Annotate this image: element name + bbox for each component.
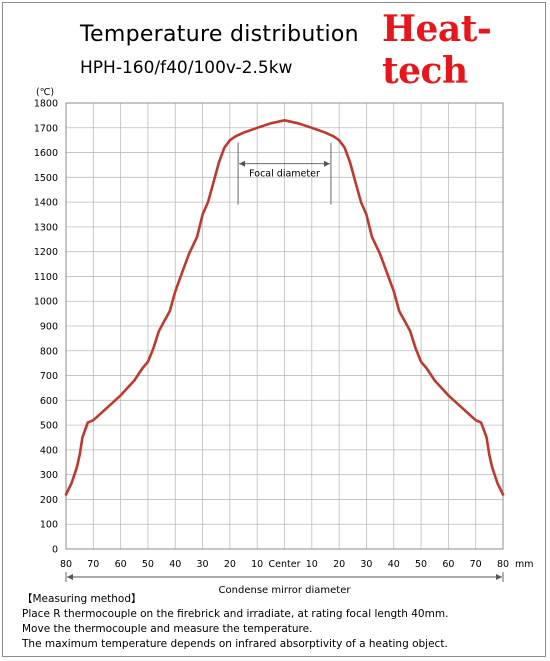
y-tick-label: 1200 [34, 247, 58, 258]
x-tick-label: 10 [306, 559, 318, 570]
series-layer [64, 119, 505, 496]
y-tick-label: 1100 [34, 272, 58, 283]
notes-line: Place R thermocouple on the firebrick an… [22, 608, 449, 620]
x-tick-label: 70 [87, 559, 99, 570]
x-tick-label: 40 [169, 559, 181, 570]
annotation-layer: Focal diameter Condense mirror diameter [65, 142, 504, 596]
y-tick-label: 900 [40, 322, 58, 333]
brand-logo: Heat-tech [382, 8, 492, 92]
plot-border [65, 102, 504, 550]
mirror-arrow-right [496, 574, 502, 580]
y-tick-label: 400 [40, 445, 58, 456]
x-axis-label: Condense mirror diameter [219, 585, 352, 596]
y-tick-label: 1600 [34, 148, 58, 159]
notes-line: Move the thermocouple and measure the te… [22, 623, 313, 635]
y-tick-label: 200 [40, 495, 58, 506]
y-tick-label: 1300 [34, 222, 58, 233]
x-tick-label: 80 [60, 559, 72, 570]
x-tick-label: 60 [115, 559, 127, 570]
x-tick-label: 30 [197, 559, 209, 570]
x-tick-label: 50 [142, 559, 154, 570]
y-tick-label: 1700 [34, 123, 58, 134]
focal-arrow-left [239, 160, 246, 167]
y-tick-label: 1800 [34, 99, 58, 110]
y-tick-label: 500 [40, 421, 58, 432]
y-tick-label: 1000 [34, 297, 58, 308]
x-tick-label: 20 [224, 559, 236, 570]
chart-title: Temperature distribution [80, 22, 359, 47]
y-tick-label: 300 [40, 470, 58, 481]
y-tick-label: 1500 [34, 173, 58, 184]
x-tick-label: 60 [442, 559, 454, 570]
measuring-notes: 【Measuring method】 Place R thermocouple … [22, 592, 448, 652]
focal-diameter-label: Focal diameter [249, 168, 320, 179]
y-tick-label: 1400 [34, 198, 58, 209]
x-tick-label: 50 [415, 559, 427, 570]
notes-line: The maximum temperature depends on infra… [22, 638, 448, 650]
y-tick-label: 600 [40, 396, 58, 407]
x-tick-label: 30 [360, 559, 372, 570]
x-tick-label: 70 [470, 559, 482, 570]
focal-arrow-right [323, 160, 330, 167]
y-tick-label: 100 [40, 520, 58, 531]
x-unit-label: mm [515, 559, 534, 570]
x-tick-label: 20 [333, 559, 345, 570]
x-tick-label: 10 [251, 559, 263, 570]
axis-layer: 0 100 200 300 400 500 600 700 800 900 1000 1100 1200… [34, 87, 534, 570]
center-label: Center [269, 559, 301, 570]
notes-heading: 【Measuring method】 [22, 593, 142, 605]
mirror-arrow-left [67, 574, 73, 580]
y-tick-label: 0 [52, 545, 58, 556]
temperature-line [64, 119, 505, 496]
x-tick-label: 80 [497, 559, 509, 570]
chart-subtitle: HPH-160/f40/100v-2.5kw [80, 58, 293, 78]
y-tick-label: 700 [40, 371, 58, 382]
x-tick-label: 40 [388, 559, 400, 570]
y-unit-label: (℃) [36, 87, 54, 98]
y-tick-label: 800 [40, 346, 58, 357]
